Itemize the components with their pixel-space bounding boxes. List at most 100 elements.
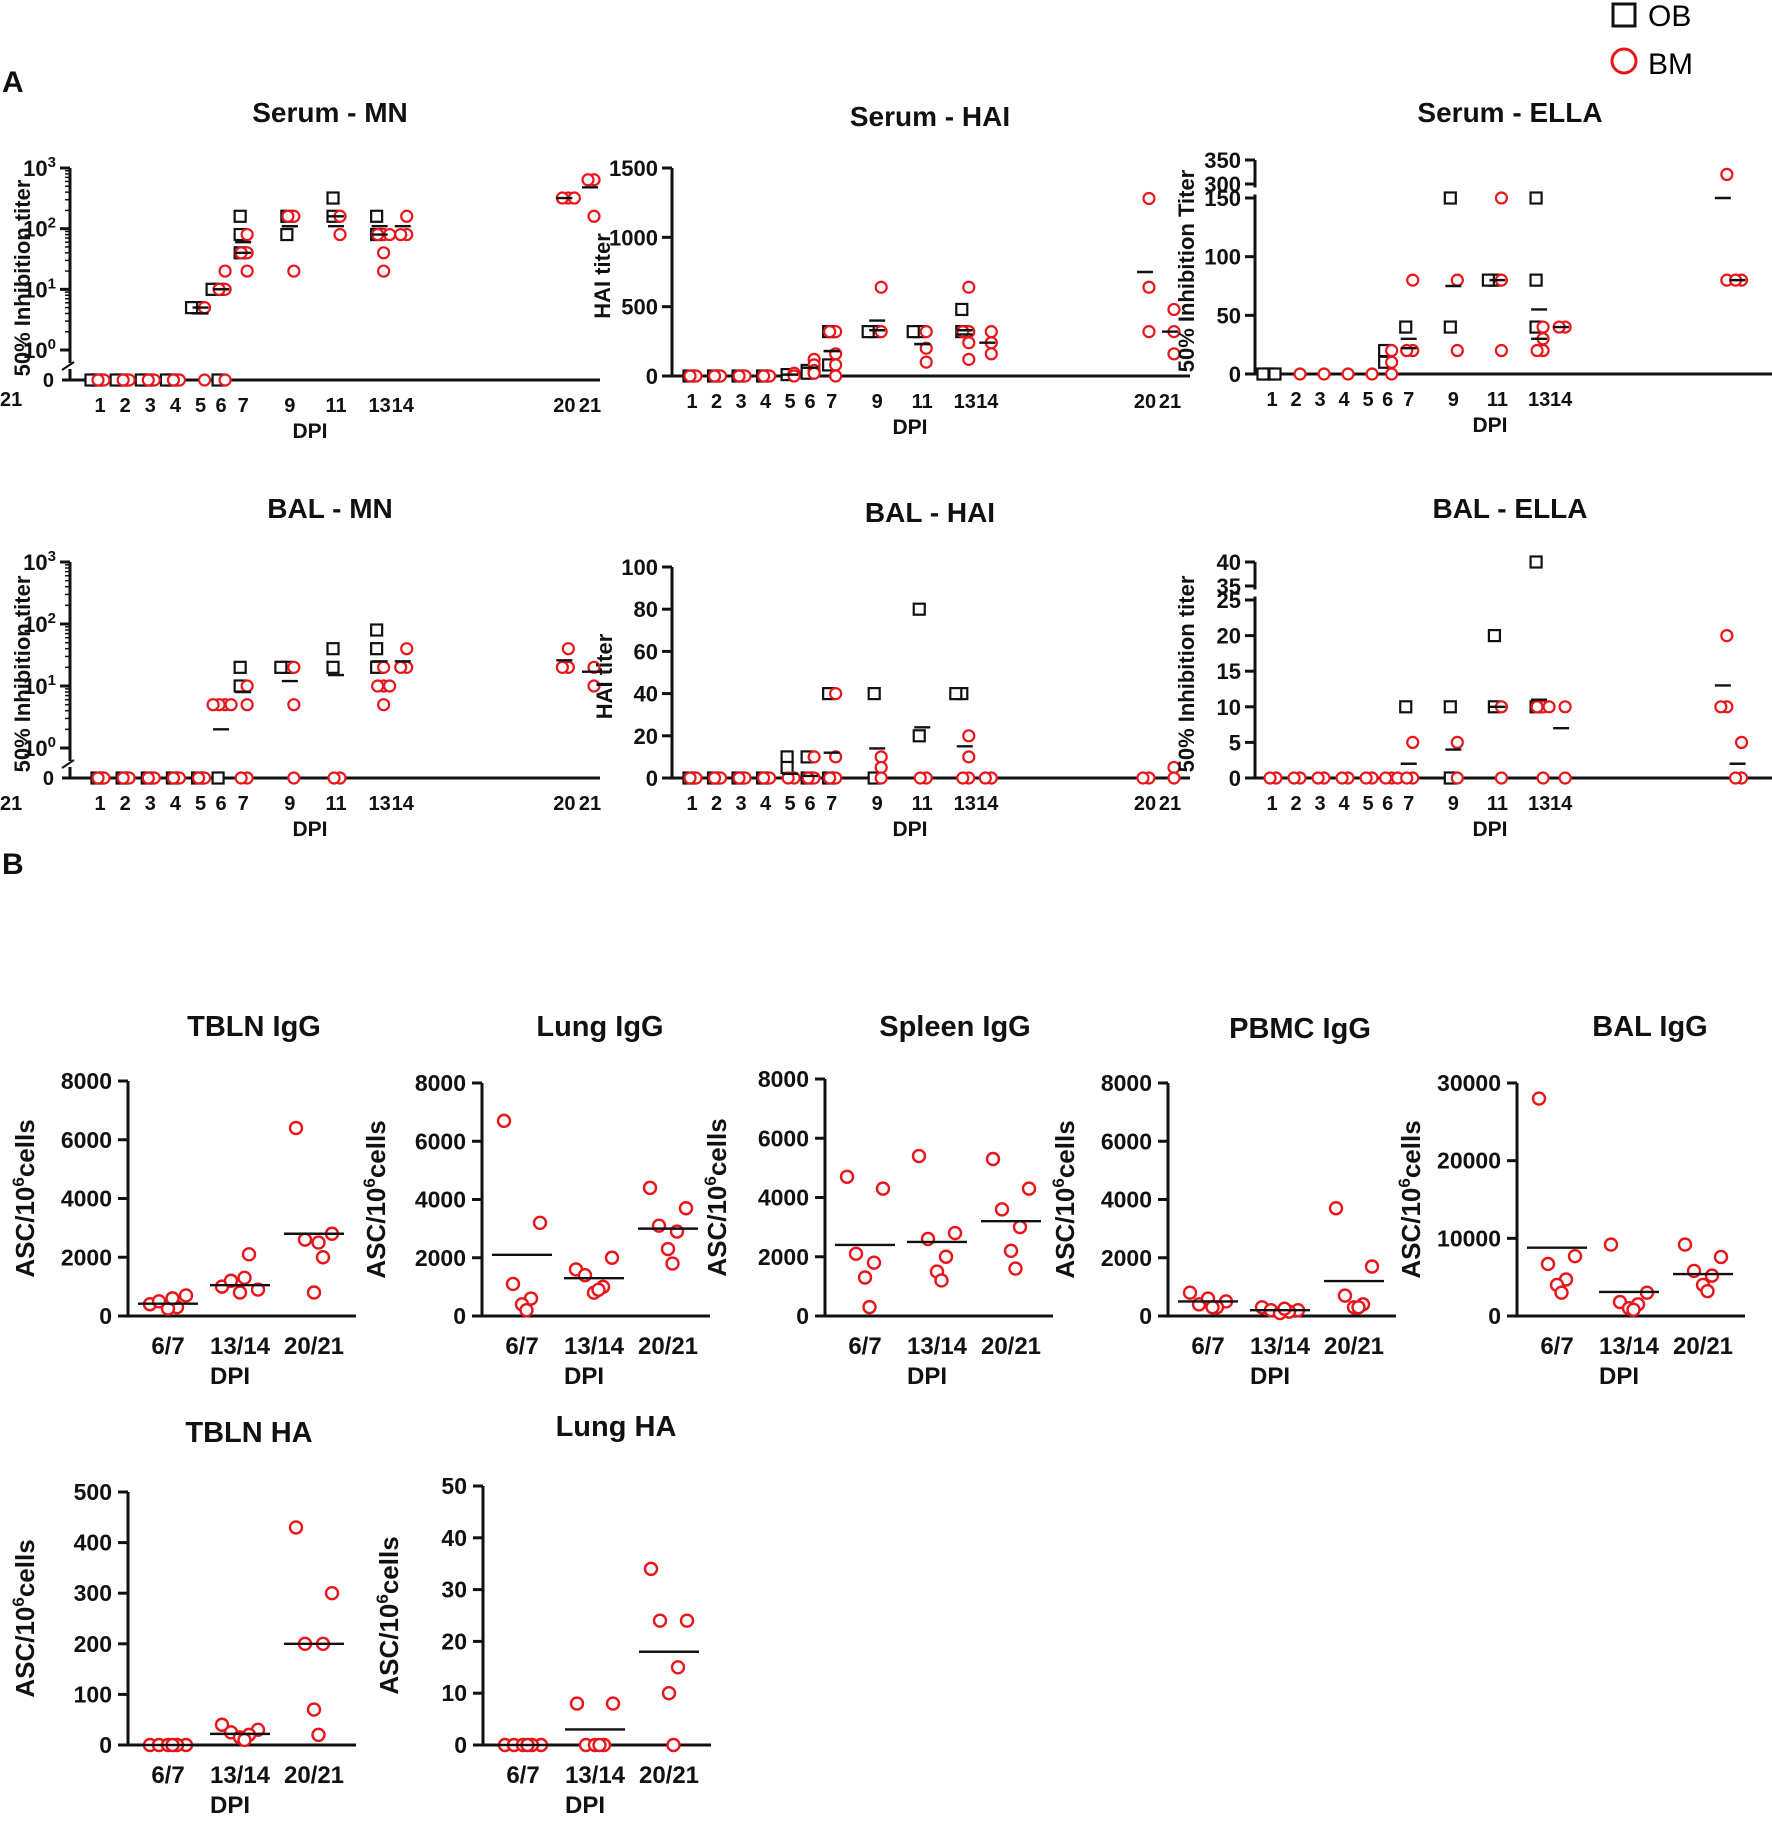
x-tick-label: 1 bbox=[94, 395, 105, 417]
y-tick-label: 6000 bbox=[415, 1128, 466, 1154]
data-point-bm bbox=[874, 280, 888, 294]
y-tick-label: 0 bbox=[453, 1303, 466, 1329]
data-point-bm bbox=[1136, 771, 1150, 785]
x-axis-label: DPI bbox=[564, 1363, 604, 1390]
y-axis-label: ASC/106cells bbox=[9, 1119, 40, 1277]
x-tick-label: 3 bbox=[735, 391, 746, 413]
data-point-ob bbox=[326, 191, 340, 205]
data-point-bm bbox=[116, 373, 130, 387]
y-tick-label: 0 bbox=[1229, 766, 1241, 791]
x-tick-label: 13 bbox=[1528, 389, 1550, 411]
x-tick-label: 3 bbox=[1314, 793, 1325, 815]
data-point-bm bbox=[1341, 367, 1355, 381]
x-tick-label: 13 bbox=[1528, 793, 1550, 815]
chart-bal-igg: BAL IgG 0 10000 20000 30000 ASC/106cells 6/7 13… bbox=[1395, 1011, 1745, 1390]
data-point-bm bbox=[642, 1180, 658, 1196]
y-tick-label: 4000 bbox=[415, 1187, 466, 1213]
x-tick-label: 13 bbox=[369, 793, 391, 815]
x-axis-label: DPI bbox=[907, 1363, 947, 1390]
data-point-bm bbox=[1167, 302, 1181, 317]
y-tick-label: 2000 bbox=[758, 1244, 809, 1270]
x-tick-label: 21 bbox=[579, 395, 601, 417]
data-point-bm bbox=[1317, 367, 1331, 381]
x-tick-label: 3 bbox=[145, 395, 156, 417]
data-point-bm bbox=[1182, 1285, 1198, 1300]
chart-title: Lung HA bbox=[556, 1411, 677, 1443]
x-axis-label: DPI bbox=[1599, 1363, 1639, 1390]
x-tick-label: 6 bbox=[1382, 793, 1393, 815]
data-point-bm bbox=[1008, 1261, 1023, 1276]
data-point-bm bbox=[166, 373, 181, 387]
x-axis-label: DPI bbox=[210, 1792, 250, 1819]
x-tick-label: 20/21 bbox=[639, 1762, 699, 1789]
x-tick-label: 13/14 bbox=[907, 1333, 968, 1360]
data-point-bm bbox=[956, 771, 970, 785]
data-point-bm bbox=[994, 1202, 1010, 1217]
data-point-ob bbox=[280, 227, 294, 242]
x-tick-label: 6 bbox=[216, 395, 227, 417]
data-point-bm bbox=[985, 1151, 1001, 1167]
data-point-ob bbox=[1443, 700, 1457, 714]
data-point-bm bbox=[311, 1727, 326, 1743]
data-point-bm bbox=[962, 336, 976, 350]
x-tick-label: 9 bbox=[284, 395, 295, 417]
chart-title: BAL - MN bbox=[267, 493, 392, 524]
y-tick-label: 200 bbox=[74, 1631, 112, 1657]
legend-ob-label: OB bbox=[1648, 0, 1691, 33]
x-tick-label: 3 bbox=[145, 793, 156, 815]
data-point-bm bbox=[874, 771, 888, 785]
data-point-bm bbox=[670, 1660, 686, 1675]
y-tick-label: 103 bbox=[23, 154, 56, 181]
y-tick-label: 8000 bbox=[1101, 1070, 1152, 1096]
x-tick-label: 6/7 bbox=[1191, 1333, 1224, 1360]
y-axis-label: 50% Inhibition Titer bbox=[1174, 169, 1199, 372]
x-tick-label: 14 bbox=[392, 395, 415, 417]
data-point-bm bbox=[1494, 771, 1509, 785]
x-tick-label: 14 bbox=[976, 793, 999, 815]
data-point-bm bbox=[91, 373, 105, 387]
x-tick-label: 20/21 bbox=[1673, 1333, 1733, 1360]
data-point-bm bbox=[581, 173, 595, 187]
data-point-bm bbox=[1531, 1091, 1547, 1106]
data-point-ob bbox=[326, 642, 340, 656]
chart-title: BAL - HAI bbox=[865, 497, 995, 528]
y-tick-label: 20 bbox=[1217, 624, 1241, 649]
data-point-ob bbox=[867, 686, 881, 701]
y-tick-label: 20 bbox=[634, 724, 658, 749]
x-tick-label: 2 bbox=[711, 391, 722, 413]
x-tick-label: 5 bbox=[1362, 389, 1373, 411]
data-point-ob bbox=[861, 325, 875, 339]
data-point-bm bbox=[587, 209, 601, 223]
chart-title: TBLN HA bbox=[185, 1417, 312, 1449]
data-point-bm bbox=[1167, 771, 1181, 785]
y-axis-label: HAI titer bbox=[592, 633, 617, 719]
chart-title: BAL IgG bbox=[1592, 1011, 1707, 1043]
data-point-bm bbox=[1263, 771, 1277, 785]
data-point-bm bbox=[604, 1250, 620, 1265]
data-point-bm bbox=[787, 369, 801, 383]
data-point-bm bbox=[532, 1215, 548, 1231]
x-tick-label: 13 bbox=[369, 395, 391, 417]
y-tick-label: 0 bbox=[796, 1303, 809, 1329]
data-point-bm bbox=[250, 1282, 266, 1297]
data-point-bm bbox=[1450, 735, 1464, 750]
x-tick-label: 4 bbox=[1338, 793, 1350, 815]
data-point-bm bbox=[1293, 367, 1307, 381]
data-point-bm bbox=[1142, 280, 1156, 294]
x-tick-label: 20 bbox=[553, 793, 575, 815]
data-point-bm bbox=[377, 264, 391, 278]
x-tick-label: 13/14 bbox=[210, 1333, 271, 1360]
data-point-bm bbox=[643, 1561, 659, 1577]
data-point-bm bbox=[911, 1148, 927, 1164]
x-tick-label: 7 bbox=[826, 391, 837, 413]
y-tick-label: 5 bbox=[1229, 730, 1241, 755]
x-axis-label: DPI bbox=[892, 416, 927, 439]
data-point-bm bbox=[829, 750, 843, 764]
chart-title: Serum - HAI bbox=[850, 101, 1010, 132]
data-point-bm bbox=[1311, 771, 1325, 785]
data-point-bm bbox=[1365, 367, 1379, 381]
x-tick-label: 7 bbox=[238, 395, 249, 417]
y-tick-label: 1000 bbox=[609, 225, 658, 250]
